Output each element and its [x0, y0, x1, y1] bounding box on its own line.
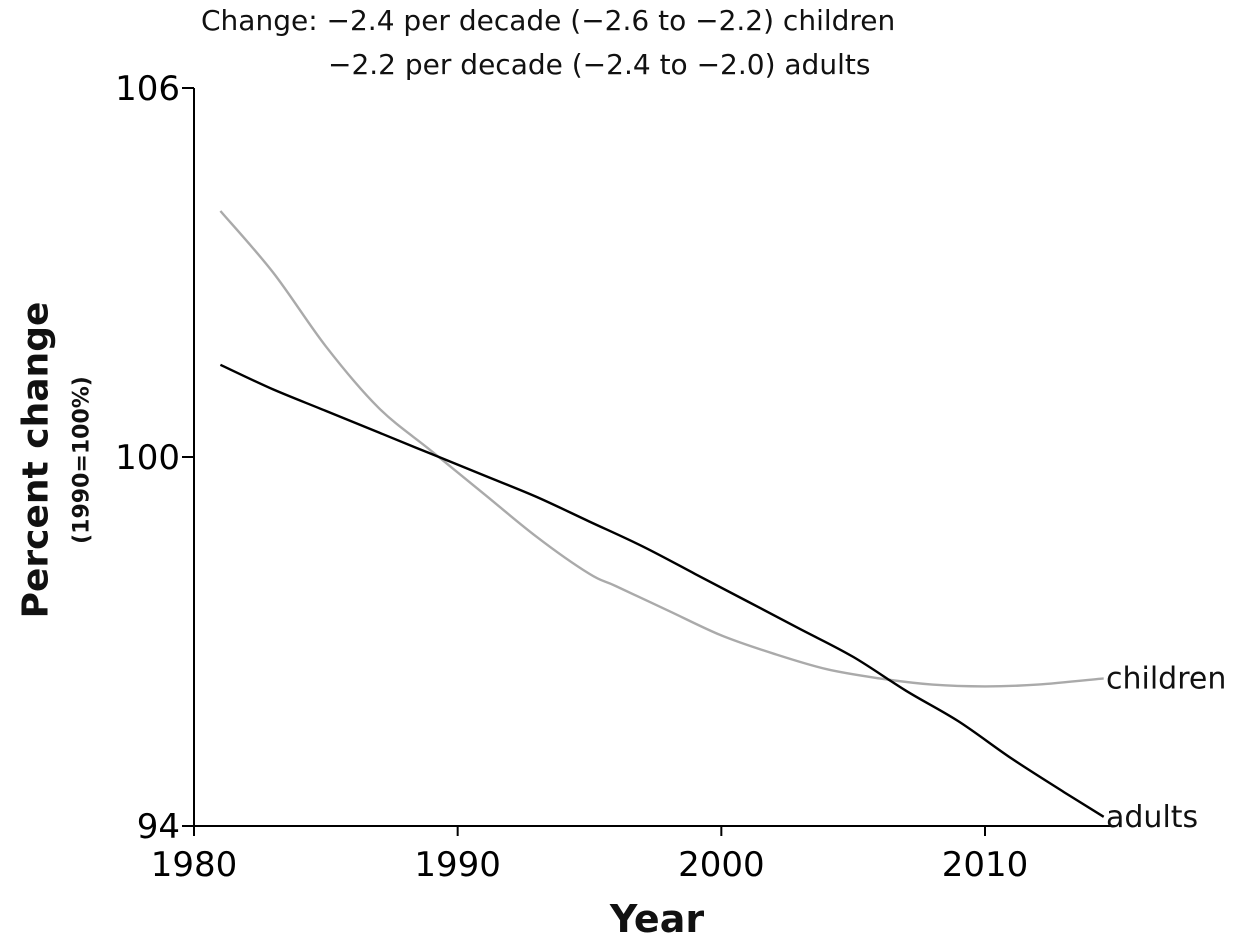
- y-tick-label: 94: [137, 807, 180, 847]
- y-tick-label: 106: [115, 69, 180, 109]
- series-label-adults: adults: [1106, 800, 1198, 835]
- axes: 94 100 106 1980 1990 2000 2010: [115, 69, 1115, 885]
- y-axis-title: Percent change: [15, 301, 57, 619]
- x-tick-label: 2010: [942, 845, 1029, 885]
- y-tick-label: 100: [115, 438, 180, 478]
- series-lines: children adults: [219, 210, 1226, 835]
- chart-title-line-2: −2.2 per decade (−2.4 to −2.0) adults: [328, 48, 871, 81]
- x-tick-label: 1990: [414, 845, 501, 885]
- series-line-children: [219, 210, 1104, 688]
- x-tick-label: 2000: [678, 845, 765, 885]
- y-axis-subtitle: (1990=100%): [69, 376, 95, 544]
- series-line-adults: [219, 363, 1105, 818]
- x-axis-title: Year: [609, 897, 705, 941]
- chart-title-line-1: Change: −2.4 per decade (−2.6 to −2.2) c…: [201, 4, 896, 37]
- series-label-children: children: [1106, 661, 1226, 696]
- x-tick-label: 1980: [151, 845, 238, 885]
